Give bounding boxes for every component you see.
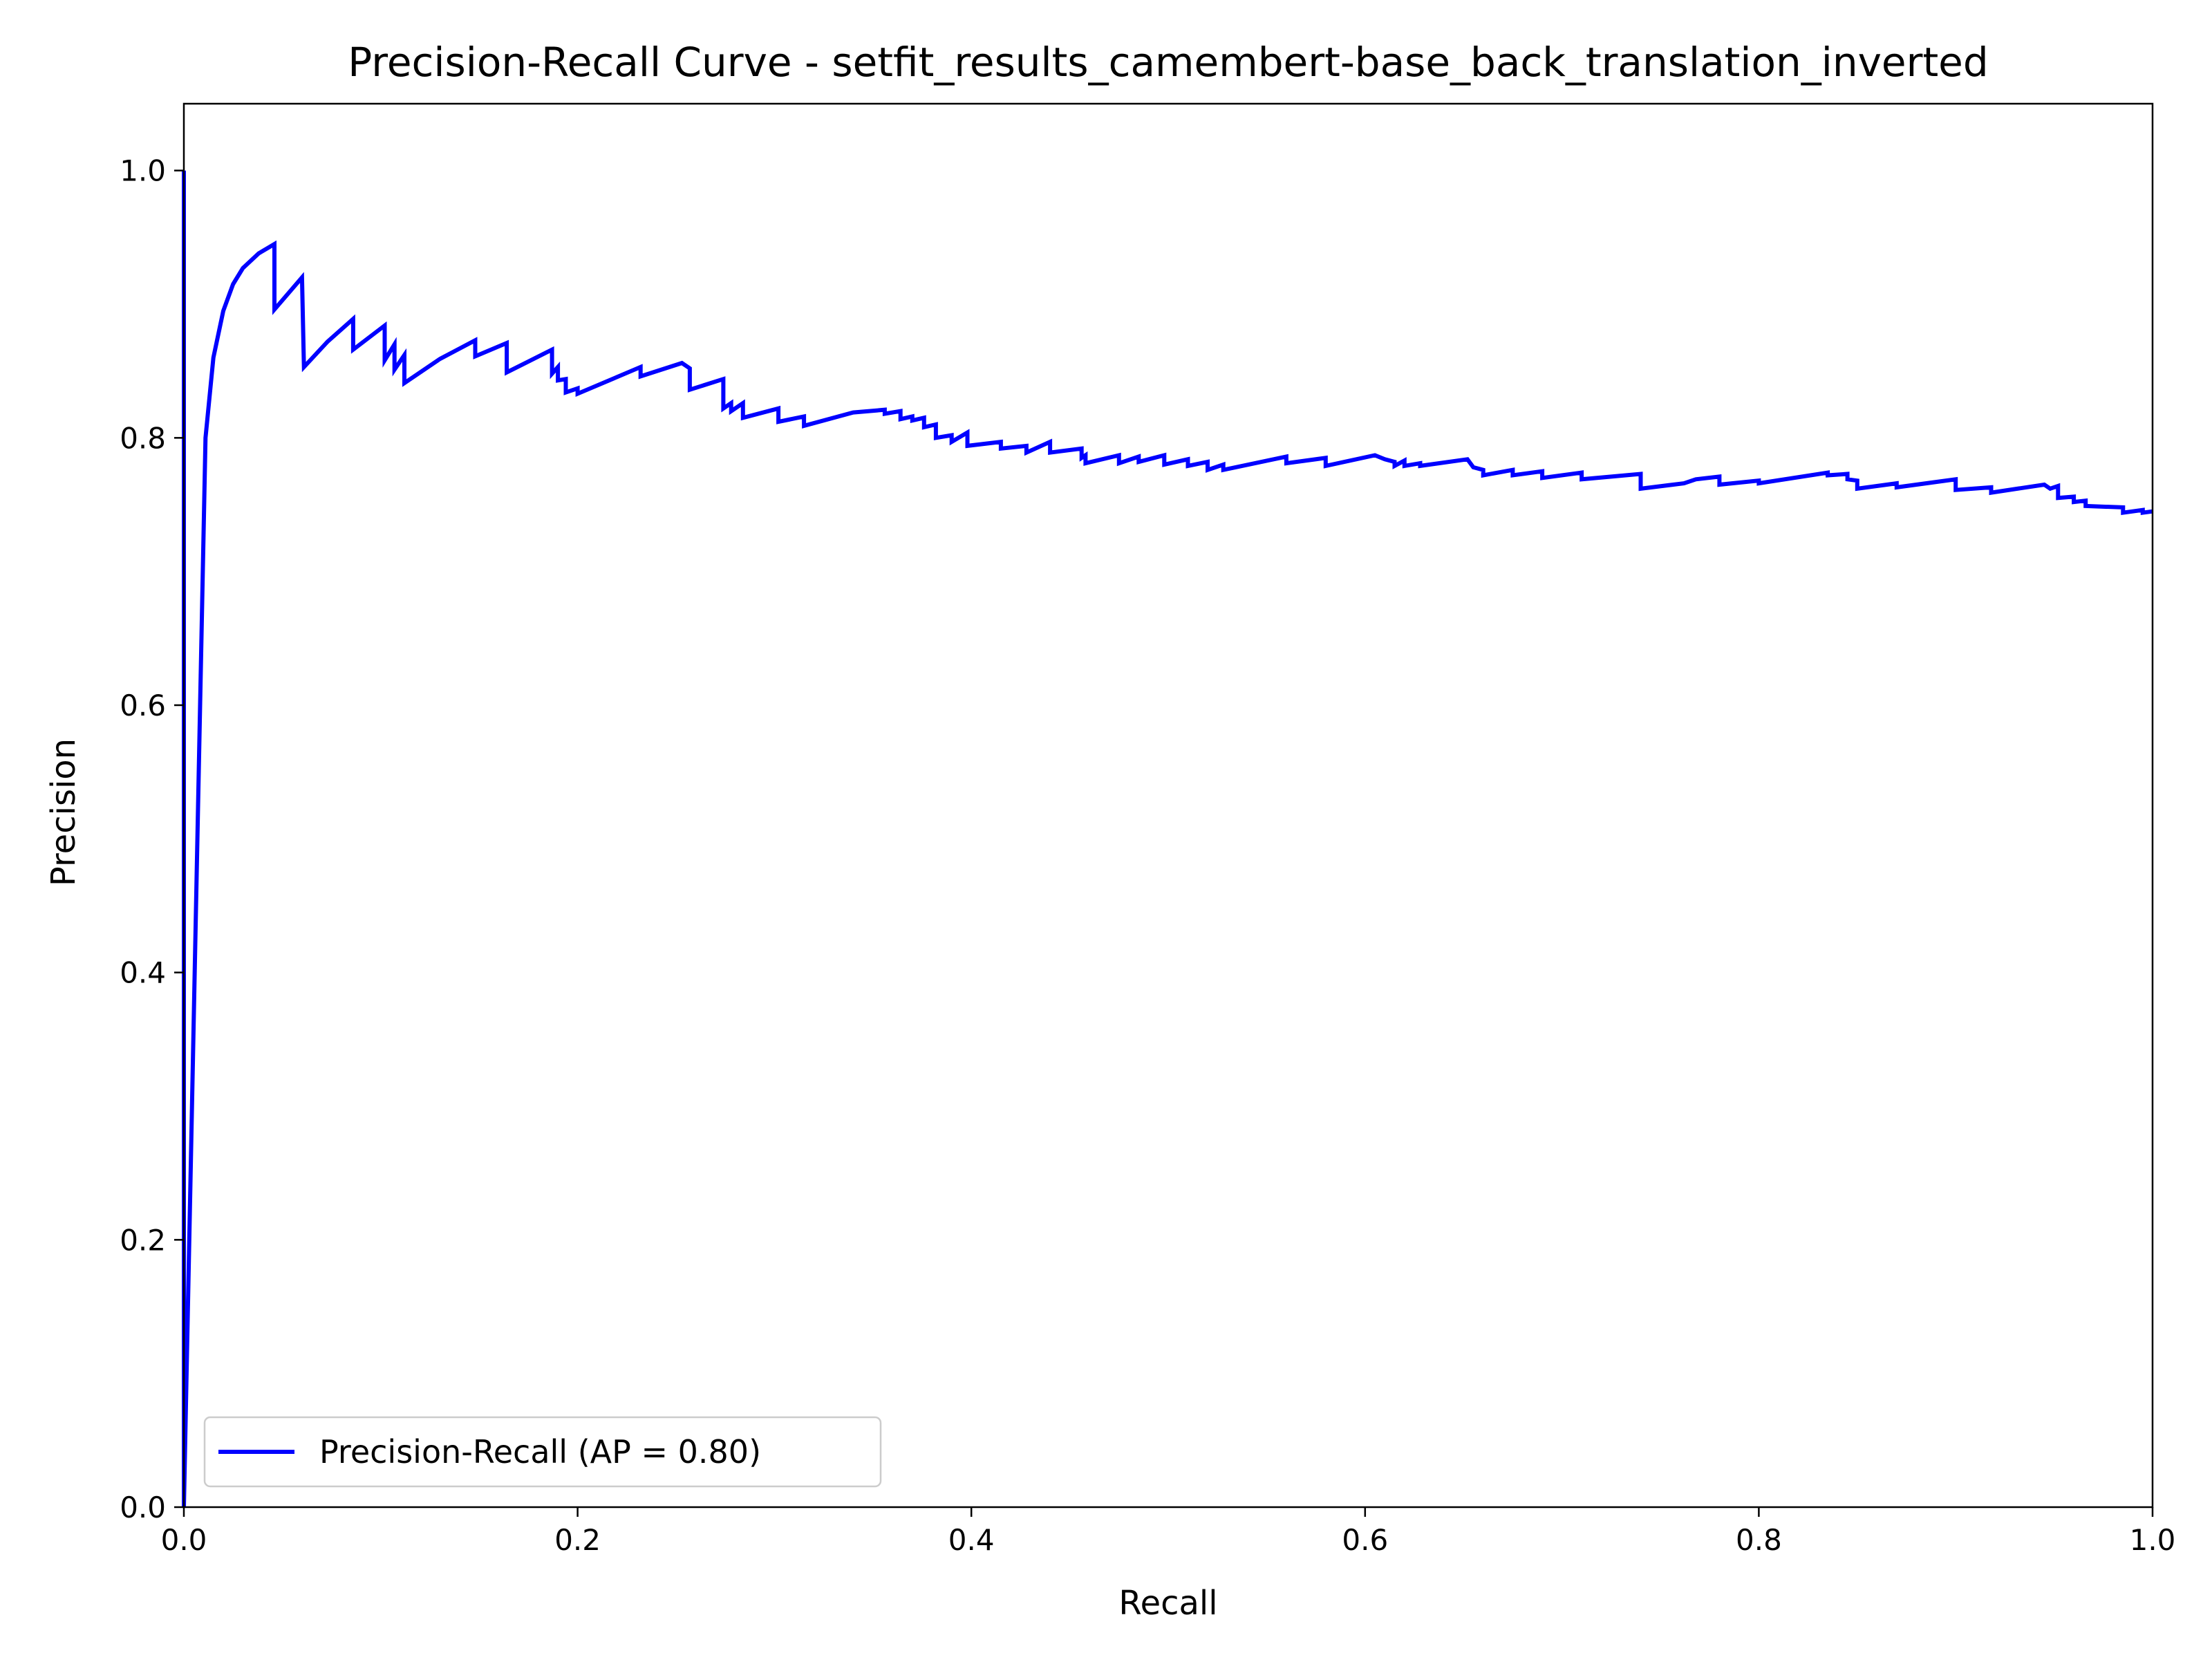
x-tick-label: 0.0 [161,1523,207,1557]
series-line-0 [182,170,2153,1508]
legend-box [203,1416,882,1488]
y-tick-label: 0.2 [120,1223,166,1257]
x-tick-label: 0.8 [1736,1523,1782,1557]
y-axis-label: Precision [44,738,83,886]
y-tick-label: 0.8 [120,421,166,455]
legend-label-0: Precision-Recall (AP = 0.80) [319,1433,761,1470]
y-tick-label: 1.0 [120,154,166,188]
x-tick-label: 1.0 [2130,1523,2176,1557]
y-tick-label: 0.4 [120,956,166,990]
y-tick-label: 0.0 [120,1491,166,1524]
x-tick-label: 0.6 [1342,1523,1388,1557]
axes-frame [182,102,2154,1509]
legend: Precision-Recall (AP = 0.80) [203,1416,882,1488]
y-tick-label: 0.6 [120,689,166,722]
axes: 0.0 0.2 0.4 0.6 0.8 1.0 0.0 0.2 0.4 0.6 0.8 1.0 [120,102,2176,1557]
chart-title: Precision-Recall Curve - setfit_results_… [348,39,1988,86]
plot-area [182,170,2153,1508]
x-axis-label: Recall [1118,1584,1217,1623]
x-tick-label: 0.4 [948,1523,995,1557]
x-tick-label: 0.2 [554,1523,601,1557]
